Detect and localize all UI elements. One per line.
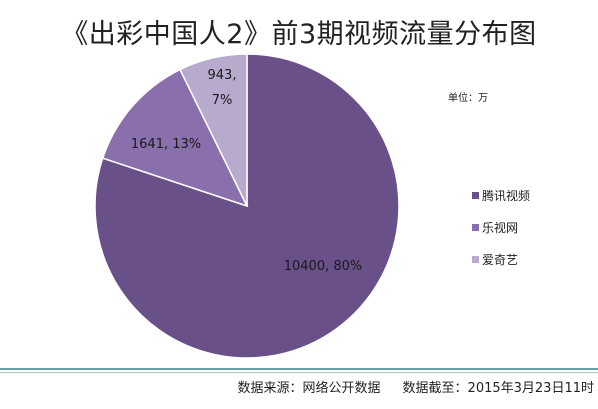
legend-swatch-iqiyi — [472, 256, 479, 263]
pie-slice-letv — [101, 68, 249, 208]
data-source: 数据来源：网络公开数据 — [237, 381, 381, 396]
legend-swatch-tencent — [472, 192, 479, 199]
legend-label-tencent: 腾讯视频 — [482, 189, 531, 203]
legend-item-letv: 乐视网 — [472, 218, 530, 237]
legend-swatch-letv — [472, 224, 479, 231]
chart-title: 《出彩中国人2》前3期视频流量分布图 — [61, 19, 537, 50]
footer-divider-thin — [0, 372, 598, 373]
legend-item-iqiyi: 爱奇艺 — [472, 250, 530, 269]
legend-item-tencent: 腾讯视频 — [472, 186, 530, 205]
footer-divider — [0, 368, 598, 370]
footer: 数据来源：网络公开数据 数据截至：2015年3月23日11时 — [0, 377, 594, 396]
legend-label-iqiyi: 爱奇艺 — [482, 253, 519, 267]
legend-label-letv: 乐视网 — [482, 221, 519, 235]
unit-label: 单位：万 — [448, 93, 488, 104]
data-label-tencent: 10400, 80% — [284, 259, 363, 274]
data-label-iqiyi: 943, 7% — [208, 68, 237, 108]
data-cutoff: 数据截至：2015年3月23日11时 — [402, 381, 594, 396]
data-label-letv: 1641, 13% — [131, 137, 201, 152]
legend: 腾讯视频 乐视网 爱奇艺 — [472, 186, 530, 282]
pie-slice-iqiyi — [179, 53, 248, 207]
